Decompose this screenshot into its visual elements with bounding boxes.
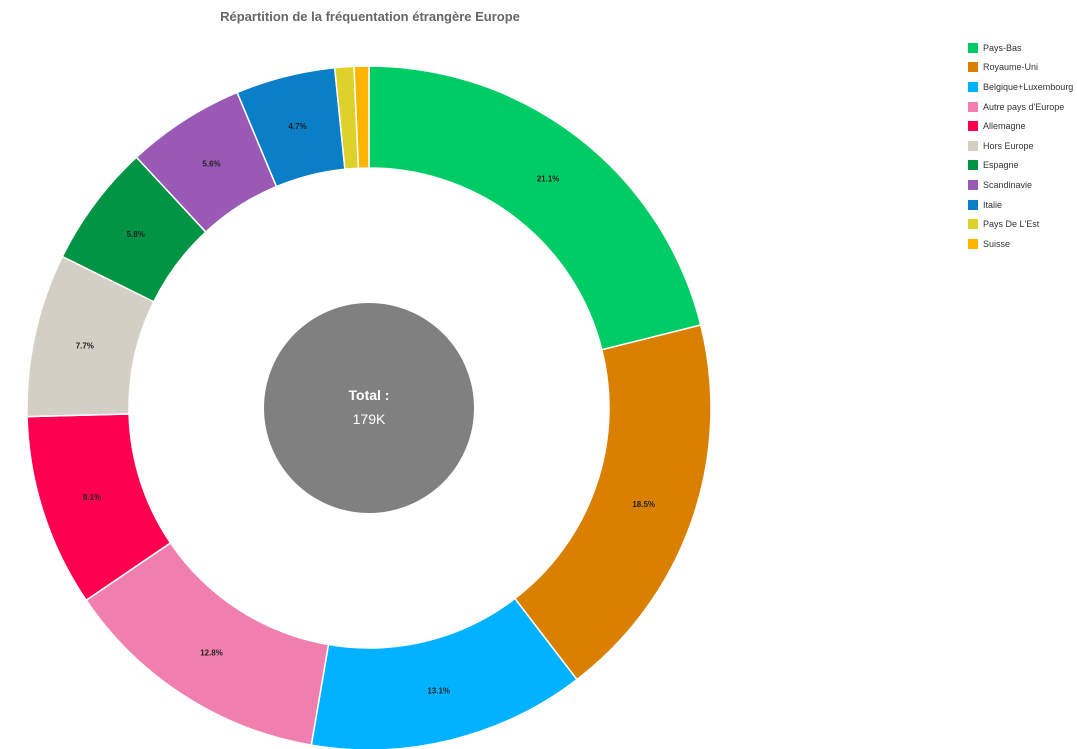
- legend-swatch: [968, 179, 978, 190]
- total-circle: [264, 303, 474, 513]
- legend-swatch: [968, 199, 978, 210]
- total-label: Total :: [349, 387, 390, 403]
- legend-item-autre-pays-d-europe[interactable]: Autre pays d'Europe: [968, 97, 1077, 117]
- legend-swatch: [968, 160, 978, 171]
- legend-item-belgique-luxembourg[interactable]: Belgique+Luxembourg: [968, 77, 1077, 97]
- slice-label-espagne: 5.8%: [127, 230, 145, 239]
- legend-swatch: [968, 101, 978, 112]
- legend-swatch: [968, 219, 978, 230]
- legend-swatch: [968, 121, 978, 132]
- legend-item-espagne[interactable]: Espagne: [968, 156, 1077, 176]
- slice-royaume-uni[interactable]: [513, 324, 712, 681]
- total-value: 179K: [353, 411, 386, 427]
- slice-label-autre-pays-d-europe: 12.8%: [200, 649, 223, 658]
- legend-item-pays-bas[interactable]: Pays-Bas: [968, 38, 1077, 58]
- legend-item-pays-de-l-est[interactable]: Pays De L'Est: [968, 214, 1077, 234]
- legend-swatch: [968, 62, 978, 73]
- legend-label: Royaume-Uni: [983, 62, 1039, 73]
- legend-label: Allemagne: [983, 121, 1026, 132]
- legend-label: Italie: [983, 199, 1003, 210]
- slice-label-pays-bas: 21.1%: [537, 175, 560, 184]
- legend-swatch: [968, 42, 978, 53]
- legend-label: Suisse: [983, 238, 1011, 249]
- legend-label: Hors Europe: [983, 140, 1034, 151]
- legend-label: Belgique+Luxembourg: [983, 81, 1074, 92]
- legend-label: Espagne: [983, 160, 1019, 171]
- legend: Pays-Bas Royaume-Uni Belgique+Luxembourg Au…: [968, 38, 1077, 254]
- donut-slices: [26, 65, 712, 749]
- slice-suisse[interactable]: [353, 65, 370, 170]
- legend-item-italie[interactable]: Italie: [968, 195, 1077, 215]
- slice-pays-bas[interactable]: [368, 65, 702, 351]
- chart-title: Répartition de la fréquentation étrangèr…: [220, 9, 520, 24]
- legend-item-hors-europe[interactable]: Hors Europe: [968, 136, 1077, 156]
- legend-item-royaume-uni[interactable]: Royaume-Uni: [968, 58, 1077, 78]
- legend-item-scandinavie[interactable]: Scandinavie: [968, 175, 1077, 195]
- legend-swatch: [968, 238, 978, 249]
- donut-chart: 21.1% 18.5% 13.1% 12.8% 9.1% 7.7% 5.8% 5.6% 4.7%…: [26, 65, 712, 749]
- legend-label: Pays-Bas: [983, 42, 1022, 53]
- slice-labels: 21.1% 18.5% 13.1% 12.8% 9.1% 7.7% 5.8% 5.6% 4.7%: [76, 122, 655, 696]
- slice-label-italie: 4.7%: [288, 122, 306, 131]
- legend-label: Scandinavie: [983, 179, 1033, 190]
- legend-label: Pays De L'Est: [983, 219, 1040, 230]
- slice-label-scandinavie: 5.6%: [202, 159, 220, 168]
- legend-item-allemagne[interactable]: Allemagne: [968, 116, 1077, 136]
- slice-label-royaume-uni: 18.5%: [632, 500, 655, 509]
- slice-label-allemagne: 9.1%: [83, 493, 101, 502]
- legend-label: Autre pays d'Europe: [983, 101, 1065, 112]
- legend-item-suisse[interactable]: Suisse: [968, 234, 1077, 254]
- slice-label-hors-europe: 7.7%: [76, 341, 94, 350]
- legend-swatch: [968, 140, 978, 151]
- legend-swatch: [968, 81, 978, 92]
- slice-label-belgique-luxembourg: 13.1%: [427, 687, 450, 696]
